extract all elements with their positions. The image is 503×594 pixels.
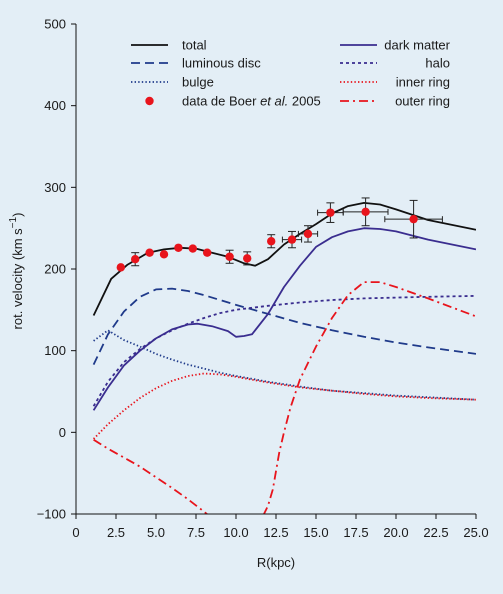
x-tick-label: 0 — [72, 525, 79, 540]
legend-item-halo: halo — [340, 56, 450, 71]
series-line-bulge — [93, 329, 476, 401]
series-line-luminous-disc — [92, 287, 476, 365]
legend-label-bulge: bulge — [182, 75, 214, 90]
legend-label-outer-ring: outer ring — [395, 94, 450, 109]
y-axis-label-superscript: −1 — [8, 216, 19, 228]
axes: 0 2.5 5.0 7.5 10.0 12.5 15.0 17.5 20.0 22.5 25.0 −1… — [37, 17, 489, 541]
y-tick-label: 100 — [44, 343, 66, 358]
y-axis-label: rot. velocity (km s−1) — [8, 213, 25, 330]
legend-marker-data-de-boer-et-al-2005 — [145, 96, 154, 106]
legend-item-bulge: bulge — [131, 75, 214, 90]
y-tick-label: 300 — [44, 180, 66, 195]
legend-item-luminous-disc: luminous disc — [131, 56, 261, 71]
x-tick-label: 15.0 — [303, 525, 328, 540]
x-tick-label: 12.5 — [263, 525, 288, 540]
data-point-9 — [243, 254, 252, 263]
data-point-10 — [267, 237, 276, 246]
data-point-8 — [225, 252, 234, 261]
data-point-12 — [303, 229, 313, 239]
y-tick-label: 200 — [44, 262, 66, 277]
legend-label-inner-ring: inner ring — [396, 75, 450, 90]
y-tick-label: 400 — [44, 98, 66, 113]
legend-label-total: total — [182, 38, 207, 53]
series-data-de-boer-et-al-2005 — [116, 197, 443, 272]
data-point-2 — [131, 255, 140, 264]
x-tick-label: 22.5 — [423, 525, 448, 540]
legend-item-total: total — [131, 38, 207, 53]
data-point-15 — [409, 214, 418, 224]
y-tick-label: −100 — [37, 507, 66, 522]
plot-area — [92, 197, 476, 514]
data-point-3 — [145, 248, 154, 257]
series-line-outer-ring — [93, 281, 476, 514]
x-tick-label: 10.0 — [223, 525, 248, 540]
x-tick-label: 17.5 — [343, 525, 368, 540]
data-point-6 — [188, 244, 197, 253]
y-tick-label: 500 — [44, 17, 66, 32]
y-axis-label-close: ) — [10, 213, 25, 217]
legend-item-inner-ring: inner ring — [340, 75, 450, 90]
data-point-14 — [361, 207, 370, 217]
series-group — [92, 202, 476, 514]
legend-label-dark-matter: dark matter — [384, 38, 450, 53]
series-line-inner-ring — [92, 372, 476, 440]
legend-item-data-de-boer-et-al-2005: data de Boer et al. 2005 — [145, 94, 321, 109]
series-line-halo — [92, 295, 476, 407]
data-point-13 — [326, 208, 335, 217]
legend-label-data-de-boer-et-al-2005: data de Boer et al. 2005 — [182, 94, 321, 109]
x-tick-label: 5.0 — [147, 525, 165, 540]
x-tick-label: 2.5 — [107, 525, 125, 540]
x-tick-label: 20.0 — [383, 525, 408, 540]
legend-label-luminous-disc: luminous disc — [182, 56, 261, 71]
legend-item-dark-matter: dark matter — [340, 38, 451, 53]
x-tick-label: 25.0 — [463, 525, 488, 540]
y-tick-label: 0 — [59, 425, 66, 440]
series-line-total — [92, 202, 476, 316]
data-point-4 — [159, 250, 169, 259]
legend-item-outer-ring: outer ring — [340, 94, 450, 109]
y-axis-label-text: rot. velocity (km s — [10, 228, 25, 330]
data-point-5 — [174, 243, 183, 252]
data-point-1 — [116, 263, 126, 272]
x-axis-label: R(kpc) — [257, 555, 295, 570]
data-point-11 — [287, 235, 297, 244]
legend-label-halo: halo — [425, 56, 450, 71]
x-tick-label: 7.5 — [187, 525, 205, 540]
legend: total luminous disc bulge data de Boer et a… — [131, 38, 451, 109]
data-point-7 — [203, 248, 212, 257]
